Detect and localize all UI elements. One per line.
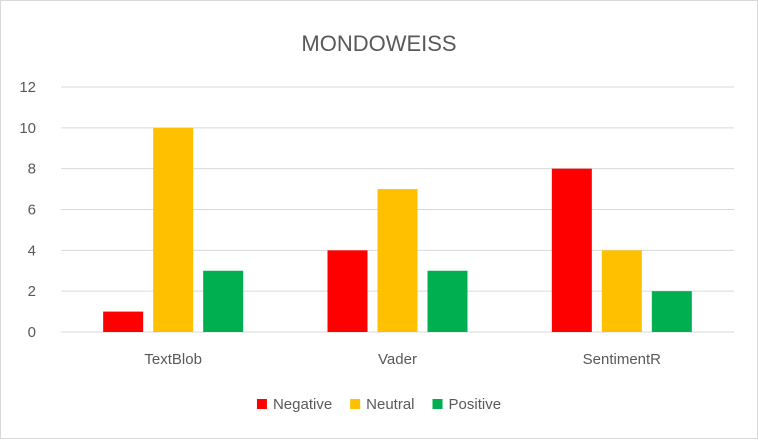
y-tick-label: 4 (28, 242, 36, 259)
y-tick-label: 10 (19, 120, 36, 137)
bars (103, 127, 692, 332)
bar-negative-textblob (103, 311, 144, 332)
chart-title: MONDOWEISS (301, 31, 456, 56)
x-axis-category-labels: TextBlob Vader SentimentR (144, 351, 661, 368)
y-tick-label: 2 (28, 283, 36, 300)
legend-swatch-neutral (350, 399, 361, 409)
y-axis-tick-labels: 0 2 4 6 8 10 12 (19, 79, 36, 341)
legend-label-positive: Positive (449, 396, 502, 413)
y-tick-label: 6 (28, 202, 36, 219)
bar-negative-sentimentr (551, 168, 592, 332)
x-category-label: TextBlob (144, 351, 202, 368)
bar-neutral-vader (377, 189, 418, 332)
x-category-label: SentimentR (583, 351, 662, 368)
bar-positive-textblob (203, 270, 244, 332)
x-category-label: Vader (378, 351, 417, 368)
bar-neutral-textblob (153, 127, 194, 332)
legend-swatch-positive (432, 399, 443, 409)
y-tick-label: 8 (28, 161, 36, 178)
y-tick-label: 0 (28, 324, 36, 341)
bar-positive-vader (427, 270, 468, 332)
y-tick-label: 12 (19, 79, 36, 96)
bar-positive-sentimentr (651, 291, 692, 332)
legend-swatch-negative (256, 399, 267, 409)
legend[interactable]: Negative Neutral Positive (256, 396, 502, 413)
legend-label-neutral: Neutral (366, 396, 414, 413)
legend-label-negative: Negative (273, 396, 332, 413)
bar-neutral-sentimentr (601, 250, 642, 332)
bar-negative-vader (327, 250, 368, 332)
